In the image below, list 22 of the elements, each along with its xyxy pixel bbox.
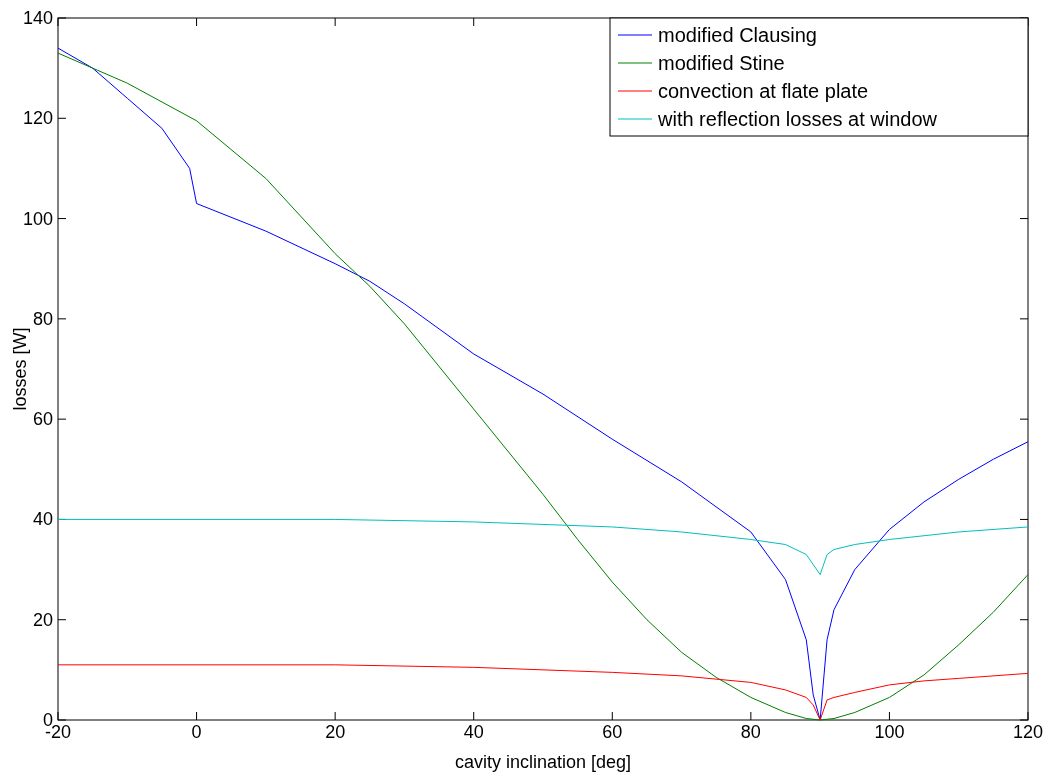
y-tick-label: 100 — [22, 208, 53, 229]
x-tick-label: 0 — [191, 722, 202, 742]
legend-label: convection at flate plate — [658, 80, 869, 102]
line-series — [57, 664, 1029, 721]
y-tick-label: 60 — [32, 409, 53, 430]
x-tick-label: 120 — [1012, 722, 1044, 742]
x-tick-label: 100 — [874, 722, 905, 742]
y-axis-title: losses [W] — [10, 327, 30, 411]
y-tick-label: 140 — [22, 8, 53, 28]
y-tick-label: 80 — [32, 308, 53, 329]
legend-label: with reflection losses at window — [657, 108, 938, 130]
x-tick-label: 80 — [740, 722, 761, 742]
legend-label: modified Clausing — [658, 24, 817, 46]
x-tick-label: 20 — [325, 722, 346, 742]
legend-label: modified Stine — [658, 52, 785, 74]
line-series — [57, 518, 1029, 576]
x-tick-label: 60 — [602, 722, 623, 742]
y-tick-label: 40 — [32, 509, 53, 530]
y-tick-label: 120 — [22, 108, 53, 129]
x-axis-title: cavity inclination [deg] — [454, 752, 632, 772]
y-tick-label: 20 — [32, 609, 53, 630]
x-tick-label: 40 — [463, 722, 484, 742]
